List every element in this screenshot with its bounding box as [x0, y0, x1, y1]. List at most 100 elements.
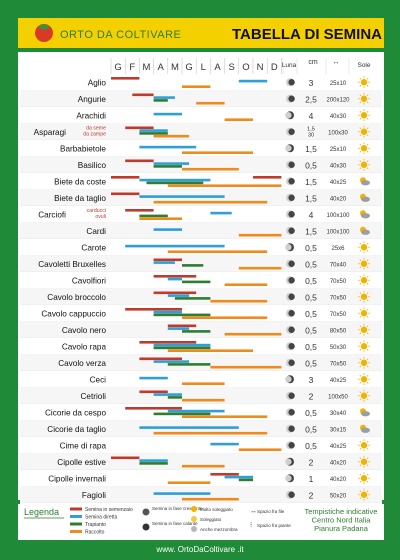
bar-raccolto: [182, 85, 211, 88]
bar-raccolto: [167, 481, 211, 484]
sun-ray: [359, 299, 362, 302]
bar-semenzaio: [139, 357, 182, 361]
bar-raccolto: [153, 134, 190, 138]
sun-ray: [359, 457, 362, 460]
sun-ray: [366, 292, 369, 295]
moon-shade: [288, 79, 295, 86]
bar-semenzaio: [125, 209, 154, 212]
crop-row: Aglio 3 25x10: [20, 74, 382, 91]
moon-shade: [288, 409, 295, 416]
bar-trapianto: [167, 396, 182, 399]
sun-icon: [360, 442, 368, 449]
spacing-arrow-icon: ↔: [250, 508, 257, 515]
crop-name: Cicorie da cespo: [45, 408, 106, 417]
legend-swatch-raccolto: [70, 530, 82, 533]
sun-icon: [360, 161, 368, 168]
sun-ray: [359, 117, 362, 120]
moon-shade: [288, 425, 295, 432]
sun-icon: [191, 516, 197, 522]
sun-ray: [366, 348, 369, 351]
sun-ray: [359, 249, 362, 252]
crop-row: Barbabietole 1,5 25x10: [20, 140, 382, 157]
row-background: [20, 140, 382, 157]
row-background: [20, 470, 382, 487]
bar-raccolto: [182, 316, 268, 319]
cloud-icon: [361, 213, 370, 219]
sun-ray: [359, 77, 362, 80]
bar-diretta: [167, 277, 182, 281]
sun-ray: [359, 464, 362, 467]
sun-icon: [360, 343, 368, 350]
sun-ray: [366, 308, 369, 311]
bar-raccolto: [182, 398, 225, 402]
cloud-icon: [361, 229, 370, 235]
bar-diretta: [167, 294, 190, 297]
depth-value: 1: [309, 474, 314, 484]
spacing-value: 40x25: [330, 444, 347, 450]
sun-ray: [366, 127, 369, 130]
crop-name: Cipolle invernali: [48, 474, 106, 483]
moon-shade: [288, 392, 295, 399]
sun-ray: [359, 480, 362, 483]
sun-icon: [360, 310, 368, 317]
sun-ray: [359, 447, 362, 450]
sun-ray: [359, 134, 362, 137]
depth-value: 0,5: [305, 243, 317, 253]
bar-raccolto: [224, 283, 268, 286]
moon-shade: [285, 458, 292, 465]
crop-name: Cicorie da taglio: [47, 425, 106, 434]
bar-diretta: [153, 492, 211, 495]
sun-ray: [359, 332, 362, 335]
crop-row: Cavolfiori 0,5 70x50: [20, 272, 382, 289]
sun-ray: [366, 134, 369, 137]
depth-value: 2: [309, 457, 314, 467]
crop-name: Biete da coste: [54, 177, 106, 186]
crop-name: Carote: [81, 243, 106, 252]
row-background: [20, 453, 382, 470]
crop-name: Cardi: [86, 227, 106, 236]
sun-ray: [366, 94, 369, 97]
crop-name: Basilico: [78, 161, 107, 170]
bar-trapianto: [238, 478, 253, 482]
moon-shade: [288, 95, 295, 102]
crop-name: Fagioli: [82, 491, 106, 500]
sun-ray: [359, 358, 362, 361]
bar-trapianto: [182, 280, 211, 284]
sun-column-label: Sole: [357, 62, 370, 69]
bar-diretta: [238, 79, 268, 83]
moon-shade: [288, 178, 295, 185]
sun-ray: [366, 84, 369, 87]
moon-shade: [285, 376, 292, 383]
sun-ray: [359, 127, 362, 130]
part-shade-icon: [191, 526, 197, 532]
sun-ray: [359, 341, 362, 344]
spacing-value: 40x30: [330, 163, 347, 169]
month-label: M: [143, 62, 151, 73]
row-background: [20, 206, 382, 223]
sun-ray: [366, 282, 369, 285]
sun-ray: [366, 381, 369, 384]
bar-trapianto: [153, 165, 182, 168]
footer-info-line: Tempistiche indicative: [305, 507, 378, 516]
bar-semenzaio: [153, 275, 197, 278]
moon-shade: [285, 475, 292, 482]
moon-shade: [288, 277, 295, 284]
bar-diretta: [153, 228, 182, 231]
bar-raccolto: [182, 497, 239, 501]
moon-shade: [288, 227, 295, 234]
spacing-value: 30x40: [330, 411, 347, 417]
bar-diretta: [210, 211, 232, 215]
sun-ray: [366, 160, 369, 163]
bar-raccolto: [210, 299, 268, 303]
crop-row: Cavolo nero 0,5 80x50: [20, 321, 382, 339]
depth-value: 4: [309, 210, 314, 220]
sun-ray: [366, 117, 369, 120]
bar-semenzaio: [153, 291, 197, 295]
depth-value: 1,5: [305, 144, 317, 154]
bar-diretta: [210, 442, 239, 446]
month-label: F: [129, 62, 135, 73]
footer-info-line: Centro Nord Italia: [312, 516, 372, 525]
month-label: M: [171, 62, 179, 73]
